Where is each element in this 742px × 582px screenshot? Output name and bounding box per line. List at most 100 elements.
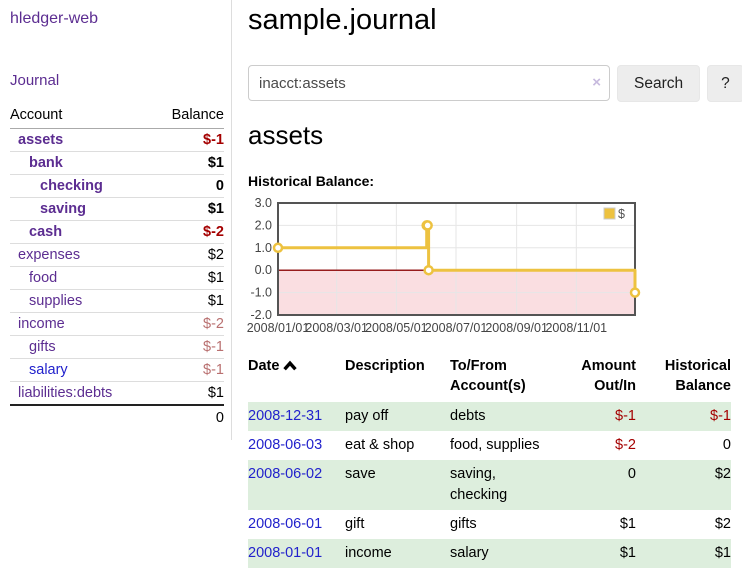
sidebar-item-journal[interactable]: Journal [10, 72, 60, 89]
account-link[interactable]: expenses [18, 247, 81, 263]
x-axis-tick-label: 2008/05/01 [365, 321, 428, 335]
historical-balance-chart[interactable]: $3.0 2.0 1.0 0.0 -1.0 -2.02008/01/012008/03/0… [247, 196, 648, 339]
transaction-description: save [345, 466, 376, 483]
account-link[interactable]: saving [40, 201, 86, 217]
search-input[interactable] [248, 65, 610, 101]
account-balance: $2 [207, 247, 224, 263]
data-point-marker [423, 264, 434, 276]
register-header-balance: Historical Balance [664, 358, 731, 394]
search-input-wrap: × [248, 65, 610, 102]
register-header-description: Description [345, 358, 425, 374]
account-row: liabilities:debts $1 [10, 381, 224, 406]
register-row: 2008-06-01 gift gifts $1 $2 [248, 510, 731, 539]
account-link[interactable]: food [29, 270, 58, 286]
transaction-balance: 0 [722, 437, 731, 454]
account-heading: assets [248, 120, 324, 150]
transaction-amount: $-2 [615, 437, 636, 454]
transaction-balance: $-1 [710, 408, 731, 425]
transaction-description: pay off [345, 408, 389, 425]
accounts-table: Account Balance assets $-1 bank $1 check… [10, 105, 224, 430]
accounts-total-value: 0 [151, 404, 224, 430]
legend-label: $ [618, 207, 625, 221]
account-balance: 0 [215, 178, 224, 194]
accounts-header-balance: Balance [151, 105, 224, 129]
accounts-total-row: 0 [10, 404, 224, 430]
transaction-date-link[interactable]: 2008-01-01 [248, 545, 323, 562]
account-row: cash $-2 [10, 220, 224, 244]
page: hledger-web Journal Account Balance asse… [0, 0, 742, 569]
clear-search-icon[interactable]: × [592, 74, 601, 91]
register-header-accounts: To/From Account(s) [450, 358, 526, 394]
accounts-total-spacer [10, 404, 152, 430]
account-balance: $1 [207, 385, 224, 401]
account-link[interactable]: supplies [29, 293, 83, 309]
chart-title: Historical Balance: [248, 173, 375, 189]
transaction-amount: $-1 [615, 408, 636, 425]
app-title-link[interactable]: hledger-web [10, 10, 99, 27]
account-link[interactable]: income [18, 316, 65, 332]
legend-swatch [603, 207, 616, 220]
account-row: saving $1 [10, 197, 224, 221]
transaction-accounts: salary [450, 545, 489, 562]
data-point-marker [422, 220, 433, 231]
x-axis-tick-label: 2008/09/01 [485, 321, 548, 335]
account-row: supplies $1 [10, 289, 224, 313]
account-balance: $1 [207, 293, 224, 309]
account-link[interactable]: gifts [29, 339, 56, 355]
transaction-accounts: food, supplies [450, 437, 540, 454]
main-content: sample.journal × Search ? assets Histori… [232, 0, 742, 569]
account-row: food $1 [10, 266, 224, 290]
transaction-balance: $2 [714, 466, 731, 483]
transaction-amount: $1 [619, 545, 636, 562]
account-link[interactable]: checking [40, 178, 103, 194]
account-row: income $-2 [10, 312, 224, 336]
account-row: checking 0 [10, 174, 224, 198]
account-balance: $1 [207, 201, 224, 217]
register-header-date[interactable]: Date [248, 355, 345, 402]
account-row: assets $-1 [10, 129, 224, 152]
x-axis-tick-label: 2008/03/01 [305, 321, 368, 335]
account-link[interactable]: cash [29, 224, 63, 240]
sidebar: hledger-web Journal Account Balance asse… [0, 0, 232, 440]
y-axis-tick-label: 2.0 [255, 218, 272, 232]
register-row: 2008-06-02 save saving, checking 0 $2 [248, 460, 731, 511]
account-link[interactable]: bank [29, 155, 63, 171]
accounts-header-account: Account [10, 105, 152, 129]
y-axis-tick-label: -1.0 [250, 286, 272, 300]
transaction-accounts: gifts [450, 516, 477, 533]
transaction-date-link[interactable]: 2008-06-01 [248, 516, 323, 533]
account-balance: $-1 [203, 132, 224, 148]
account-row: bank $1 [10, 151, 224, 175]
y-axis-tick-label: 1.0 [255, 241, 272, 255]
account-balance: $-2 [203, 224, 224, 240]
account-balance: $-1 [203, 362, 224, 378]
transaction-balance: $1 [714, 545, 731, 562]
account-row: salary $-1 [10, 358, 224, 382]
search-button[interactable]: Search [617, 65, 701, 102]
page-title: sample.journal [248, 4, 437, 36]
y-axis-tick-label: 3.0 [255, 196, 272, 210]
y-axis-tick-label: 0.0 [255, 263, 272, 277]
y-axis-tick-label: -2.0 [250, 308, 272, 322]
help-button[interactable]: ? [707, 65, 742, 102]
transaction-date-link[interactable]: 2008-12-31 [248, 408, 323, 425]
account-balance: $1 [207, 270, 224, 286]
register-header-row: Date Description To/From Account(s) Amou… [248, 355, 731, 402]
transaction-amount: 0 [627, 466, 636, 483]
register-row: 2008-01-01 income salary $1 $1 [248, 539, 731, 569]
account-balance: $-1 [203, 339, 224, 355]
account-link[interactable]: salary [29, 362, 68, 378]
account-link[interactable]: liabilities:debts [18, 385, 113, 401]
account-link[interactable]: assets [18, 132, 64, 148]
transaction-description: eat & shop [345, 437, 415, 454]
x-axis-tick-label: 2008/07/01 [425, 321, 488, 335]
transaction-date-link[interactable]: 2008-06-02 [248, 466, 323, 483]
register-header-date-label: Date [248, 358, 280, 374]
x-axis-tick-label: 2008/01/01 [247, 321, 310, 335]
transaction-date-link[interactable]: 2008-06-03 [248, 437, 323, 454]
sort-ascending-icon [283, 358, 298, 378]
account-balance: $1 [207, 155, 224, 171]
register-table: Date Description To/From Account(s) Amou… [248, 355, 731, 569]
account-balance: $-2 [203, 316, 224, 332]
transaction-amount: $1 [619, 516, 636, 533]
